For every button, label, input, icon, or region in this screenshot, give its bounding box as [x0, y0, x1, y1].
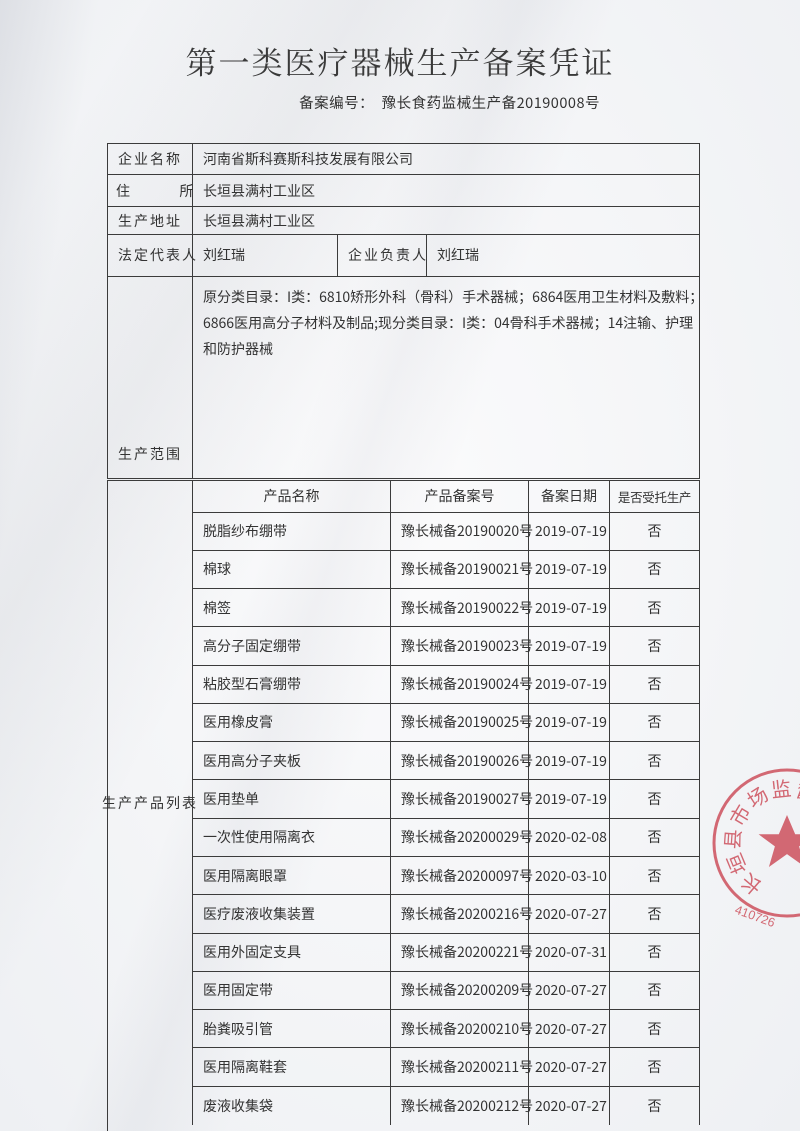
svg-text:410726: 410726 — [733, 903, 777, 930]
svg-text:督: 督 — [792, 774, 800, 808]
svg-text:县: 县 — [716, 828, 746, 850]
svg-text:监: 监 — [769, 772, 792, 803]
